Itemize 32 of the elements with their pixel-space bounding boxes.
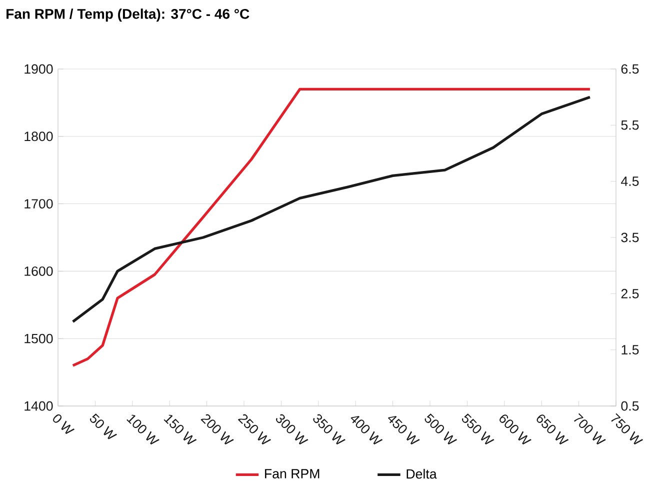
x-tick-label: 0 W [53,414,75,434]
x-tick-label: 300 W [276,414,308,445]
x-tick-label: 450 W [388,416,420,445]
legend-label: Fan RPM [265,469,320,478]
x-tick-label: 250 W [238,414,272,445]
y-tick-label: 1600 [24,266,53,276]
chart-title: Fan RPM / Temp (Delta): 37°C - 46 °C [6,8,250,22]
y2-tick-label: 6.5 [621,64,639,74]
y2-tick-label: 5.5 [621,120,639,130]
x-tick-label: 150 W [164,414,197,445]
x-tick-label: 600 W [500,414,532,445]
x-tick-label: 700 W [574,413,606,445]
x-tick-label: 500 W [424,414,458,445]
y2-tick-label: 0.5 [621,401,639,411]
x-tick-label: 650 W [536,414,569,445]
x-tick-label: 200 W [200,414,234,445]
x-tick-label: 550 W [462,414,494,445]
y2-tick-label: 2.5 [621,288,639,298]
y-tick-label: 1500 [24,334,53,344]
y-tick-label: 1700 [24,199,53,209]
y-tick-label: 1800 [24,132,53,142]
y-tick-label: 1900 [24,64,53,74]
y2-tick-label: 1.5 [622,345,639,354]
y-tick-label: 1400 [24,401,53,411]
legend-label: Delta [406,468,437,479]
x-tick-label: 50 W [90,414,118,440]
x-tick-label: 350 W [313,414,346,445]
y2-tick-label: 4.5 [621,176,639,186]
y2-tick-label: 3.5 [621,232,639,242]
x-tick-label: 400 W [350,416,383,445]
x-tick-label: 750 W [611,413,644,445]
x-tick-label: 100 W [126,414,160,445]
